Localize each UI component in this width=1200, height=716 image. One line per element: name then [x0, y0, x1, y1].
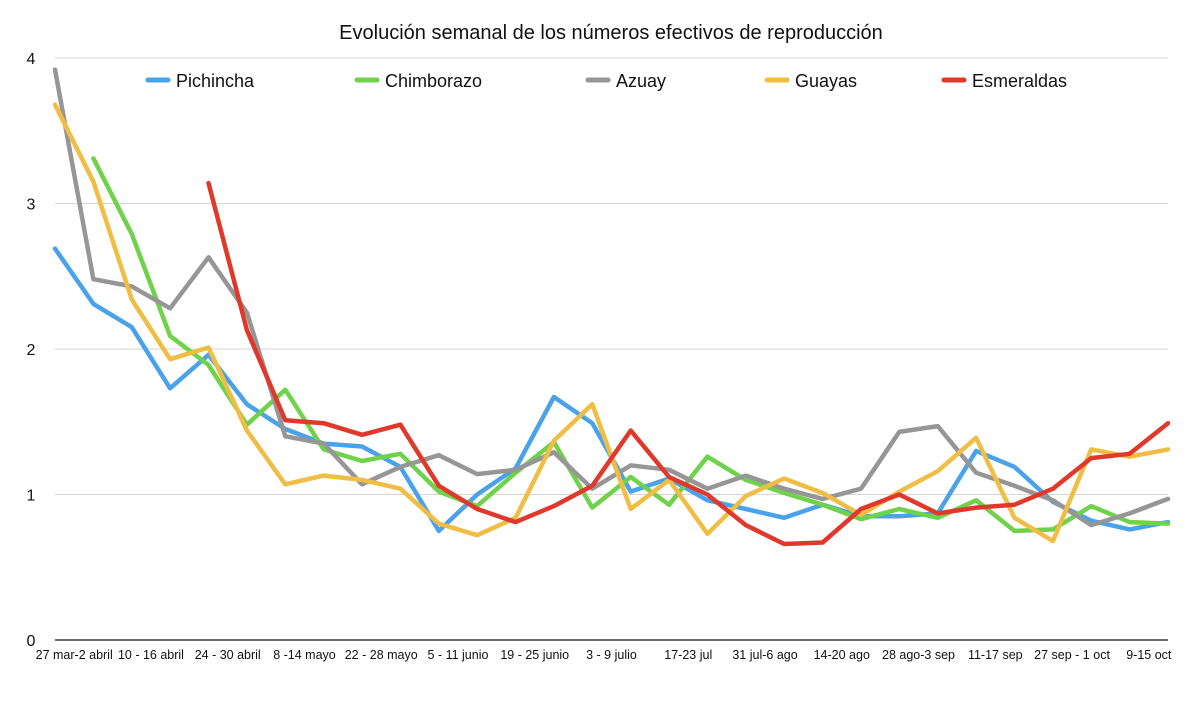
x-tick-label: 8 -14 mayo [273, 648, 336, 662]
x-tick-label: 9-15 oct [1126, 648, 1172, 662]
x-tick-label: 27 mar-2 abril [36, 648, 113, 662]
x-tick-label: 5 - 11 junio [428, 648, 489, 662]
legend-label-pichincha: Pichincha [176, 71, 255, 91]
y-tick-label: 1 [27, 488, 36, 505]
x-tick-label: 11-17 sep [968, 648, 1023, 662]
chart-title: Evolución semanal de los números efectiv… [339, 22, 883, 44]
y-tick-label: 0 [27, 633, 36, 650]
y-tick-label: 2 [27, 342, 36, 359]
y-tick-label: 4 [27, 51, 36, 68]
x-axis-ticks: 27 mar-2 abril 10 - 16 abril 24 - 30 abril… [36, 648, 1172, 662]
x-tick-label: 24 - 30 abril [195, 648, 261, 662]
x-tick-label: 31 jul-6 ago [732, 648, 797, 662]
x-tick-label: 3 - 9 julio [586, 648, 637, 662]
x-tick-label: 19 - 25 junio [500, 648, 569, 662]
x-tick-label: 10 - 16 abril [118, 648, 184, 662]
legend: Pichincha Chimborazo Azuay Guayas Esmeraldas [145, 71, 1067, 91]
x-tick-label: 27 sep - 1 oct [1034, 648, 1110, 662]
legend-label-guayas: Guayas [795, 71, 857, 91]
y-axis-ticks: 0 1 2 3 4 [27, 51, 36, 650]
x-tick-label: 14-20 ago [814, 648, 870, 662]
x-tick-label: 17-23 jul [664, 648, 712, 662]
legend-label-esmeraldas: Esmeraldas [972, 71, 1067, 91]
series-lines [52, 67, 1171, 547]
x-tick-label: 28 ago-3 sep [882, 648, 955, 662]
x-tick-label: 22 - 28 mayo [345, 648, 418, 662]
series-line-esmeraldas [206, 180, 1171, 547]
legend-label-azuay: Azuay [616, 71, 666, 91]
legend-label-chimborazo: Chimborazo [385, 71, 482, 91]
y-tick-label: 3 [27, 197, 36, 214]
